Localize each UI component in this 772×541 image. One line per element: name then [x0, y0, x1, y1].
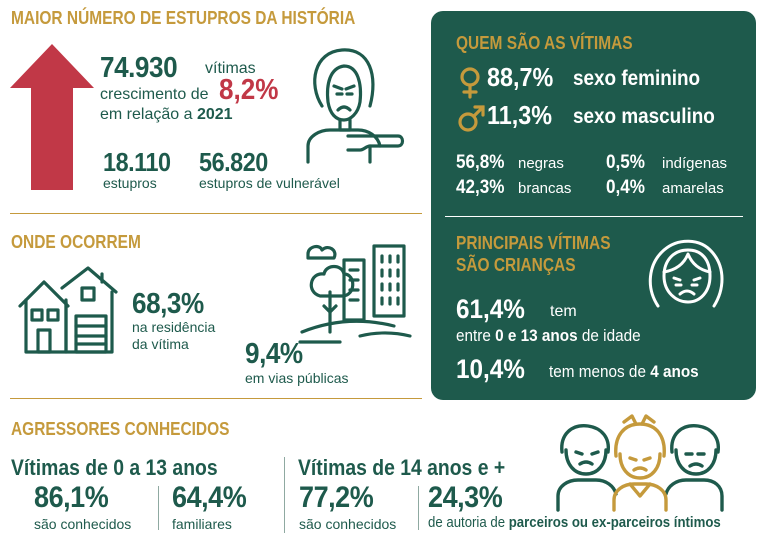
- vulnerable-value: 56.820: [199, 147, 268, 177]
- panel-victims-title: QUEM SÃO AS VÍTIMAS: [456, 33, 633, 53]
- group1-known-label: são conhecidos: [34, 516, 132, 532]
- group2-title: Vítimas de 14 anos e +: [298, 455, 506, 480]
- home-label-1: na residência: [132, 319, 216, 335]
- city-park-icon: [298, 244, 412, 344]
- race-indigenous-value: 0,5%: [606, 152, 645, 173]
- group2-known-label: são conhecidos: [299, 516, 397, 532]
- group2-partner-label: de autoria de parceiros ou ex-parceiros …: [428, 514, 721, 531]
- rapes-label: estupros: [103, 175, 157, 191]
- children-label-1-c: 0 e 13 anos: [495, 326, 578, 345]
- children-value-2: 10,4%: [456, 354, 525, 384]
- home-value: 68,3%: [132, 288, 204, 320]
- victims-panel: [431, 11, 756, 400]
- male-value: 11,3%: [487, 100, 553, 130]
- total-victims-value: 74.930: [100, 52, 178, 84]
- growth-reference: em relação a 2021: [100, 106, 233, 124]
- female-label: sexo feminino: [573, 67, 701, 90]
- growth-value: 8,2%: [219, 74, 279, 106]
- race-black-value: 56,8%: [456, 152, 505, 173]
- home-label-2: da vítima: [132, 336, 189, 352]
- street-value: 9,4%: [245, 338, 303, 370]
- total-victims-unit: vítimas: [205, 60, 256, 77]
- group1-family-label: familiares: [172, 516, 232, 532]
- sad-woman-icon: [306, 48, 405, 164]
- section-aggressors-title: AGRESSORES CONHECIDOS: [11, 419, 230, 439]
- family-group-icon: [556, 414, 724, 512]
- children-label-1-b: entre: [456, 326, 491, 345]
- children-label-1-d: de idade: [581, 326, 641, 345]
- group1-title: Vítimas de 0 a 13 anos: [11, 455, 218, 480]
- group2-partner-label-bold: parceiros ou ex-parceiros íntimos: [508, 514, 721, 531]
- male-label: sexo masculino: [573, 105, 715, 128]
- sad-girl-icon: [648, 239, 724, 308]
- group2-partner-value: 24,3%: [428, 481, 503, 514]
- children-label-1-line: entre 0 e 13 anos de idade: [456, 326, 641, 346]
- race-white-label: brancas: [518, 180, 572, 197]
- rapes-value: 18.110: [103, 147, 171, 177]
- race-white-value: 42,3%: [456, 177, 505, 198]
- race-yellow-label: amarelas: [662, 180, 724, 197]
- children-label-2-a: tem menos de: [549, 362, 646, 381]
- female-symbol-icon: [460, 67, 480, 99]
- arrow-up-icon: [10, 44, 94, 190]
- street-label: em vias públicas: [245, 370, 349, 386]
- panel-divider: [445, 216, 743, 217]
- children-label-2-b: 4 anos: [650, 362, 699, 381]
- race-yellow-value: 0,4%: [606, 177, 645, 198]
- section-where-title: ONDE OCORREM: [11, 232, 141, 252]
- children-value-1: 61,4%: [456, 294, 525, 324]
- section-rapes-title: MAIOR NÚMERO DE ESTUPROS DA HISTÓRIA: [11, 8, 356, 28]
- group1-family-value: 64,4%: [172, 481, 247, 514]
- group1-known-value: 86,1%: [34, 481, 109, 514]
- vulnerable-label: estupros de vulnerável: [199, 175, 340, 191]
- race-black-label: negras: [518, 155, 564, 172]
- growth-suffix: em relação a: [100, 106, 193, 123]
- group2-partner-label-pre: de autoria de: [428, 514, 506, 531]
- panel-children-title-1: PRINCIPAIS VÍTIMAS: [456, 233, 611, 253]
- growth-year: 2021: [196, 106, 233, 123]
- panel-children-title-2: SÃO CRIANÇAS: [456, 255, 576, 275]
- children-label-2-line: tem menos de 4 anos: [549, 362, 699, 382]
- female-value: 88,7%: [487, 62, 554, 92]
- children-label-1-a: tem: [550, 303, 577, 320]
- race-indigenous-label: indígenas: [662, 155, 728, 172]
- growth-prefix: crescimento de: [100, 86, 209, 103]
- male-symbol-icon: [458, 105, 485, 132]
- growth-line: crescimento de: [100, 86, 209, 104]
- houses-icon: [18, 266, 118, 354]
- group2-known-value: 77,2%: [299, 481, 374, 514]
